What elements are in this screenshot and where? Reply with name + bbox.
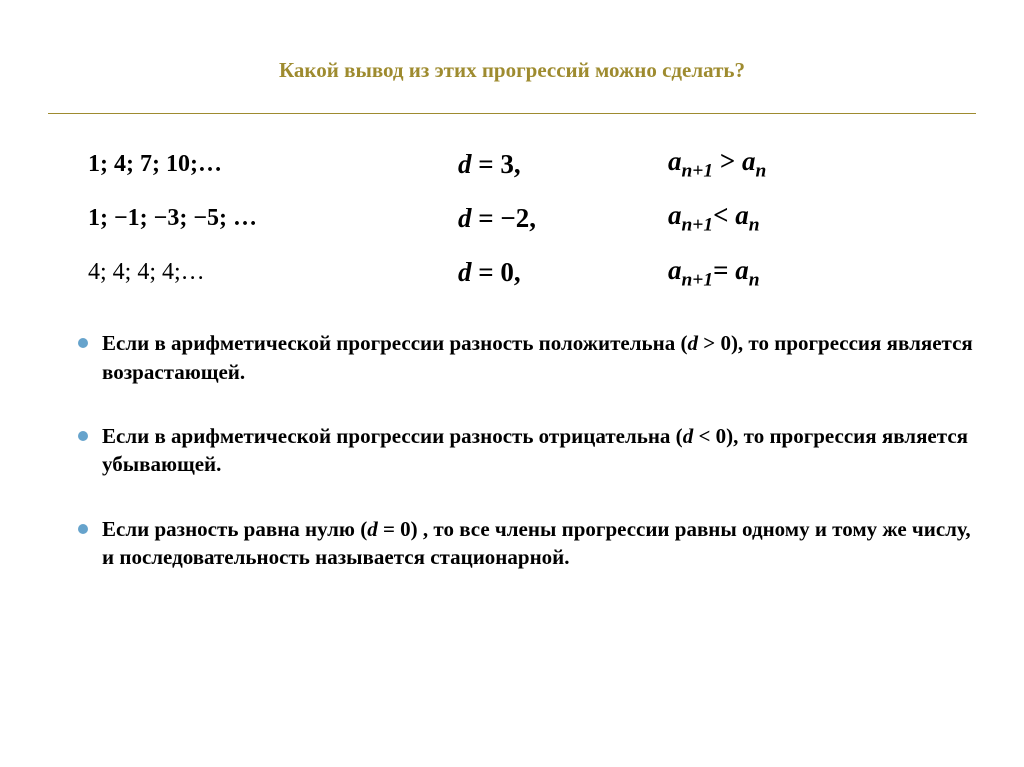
d-value-cell: d = 0,: [458, 257, 668, 288]
conclusion-list: Если в арифметической прогрессии разност…: [48, 329, 976, 571]
rel-op: =: [378, 517, 400, 541]
rel-op: <: [693, 424, 715, 448]
number: 0: [716, 424, 727, 448]
example-row: 4; 4; 4; 4;… d = 0, an+1= an: [48, 255, 976, 291]
var-a: a: [735, 200, 749, 230]
divider: [48, 113, 976, 114]
number: 0: [400, 517, 411, 541]
rel-op: >: [713, 146, 742, 176]
inline-math: d < 0: [683, 424, 726, 448]
eq-sign: =: [472, 257, 501, 287]
eq-sign: =: [472, 149, 501, 179]
inline-math: d > 0: [687, 331, 730, 355]
var-d: d: [687, 331, 698, 355]
relation-cell: an+1< an: [668, 200, 760, 236]
var-a: a: [668, 200, 682, 230]
d-number: 0: [500, 257, 514, 287]
subscript: n+1: [682, 160, 714, 181]
bullet-text: Если в арифметической прогрессии разност…: [102, 331, 687, 355]
sequence-cell: 1; 4; 7; 10;…: [88, 151, 458, 178]
d-value-cell: d = −2,: [458, 203, 668, 234]
var-d: d: [683, 424, 694, 448]
d-value-cell: d = 3,: [458, 149, 668, 180]
relation-cell: an+1= an: [668, 255, 760, 291]
var-d: d: [458, 149, 472, 179]
sequence-cell: 4; 4; 4; 4;…: [88, 259, 458, 286]
d-number: −2: [500, 203, 529, 233]
subscript: n: [756, 160, 767, 181]
bullet-text: Если разность равна нулю (: [102, 517, 367, 541]
subscript: n+1: [682, 269, 714, 290]
d-number: 3: [500, 149, 514, 179]
var-a: a: [668, 146, 682, 176]
subscript: n: [749, 269, 760, 290]
eq-sign: =: [472, 203, 501, 233]
list-item: Если разность равна нулю (d = 0) , то вс…: [78, 515, 976, 572]
var-a: a: [668, 255, 682, 285]
rel-op: <: [713, 200, 735, 230]
rel-op: >: [698, 331, 720, 355]
example-row: 1; −1; −3; −5; … d = −2, an+1< an: [48, 200, 976, 236]
var-d: d: [367, 517, 378, 541]
subscript: n+1: [682, 215, 714, 236]
bullet-text: Если в арифметической прогрессии разност…: [102, 424, 683, 448]
subscript: n: [749, 215, 760, 236]
inline-math: d = 0: [367, 517, 410, 541]
rel-op: =: [713, 255, 735, 285]
relation-cell: an+1 > an: [668, 146, 766, 182]
example-row: 1; 4; 7; 10;… d = 3, an+1 > an: [48, 146, 976, 182]
comma: ,: [514, 149, 521, 179]
comma: ,: [514, 257, 521, 287]
list-item: Если в арифметической прогрессии разност…: [78, 422, 976, 479]
var-a: a: [735, 255, 749, 285]
slide-title: Какой вывод из этих прогрессий можно сде…: [48, 58, 976, 83]
var-d: d: [458, 203, 472, 233]
comma: ,: [529, 203, 536, 233]
var-d: d: [458, 257, 472, 287]
list-item: Если в арифметической прогрессии разност…: [78, 329, 976, 386]
number: 0: [720, 331, 731, 355]
var-a: a: [742, 146, 756, 176]
sequence-cell: 1; −1; −3; −5; …: [88, 205, 458, 232]
